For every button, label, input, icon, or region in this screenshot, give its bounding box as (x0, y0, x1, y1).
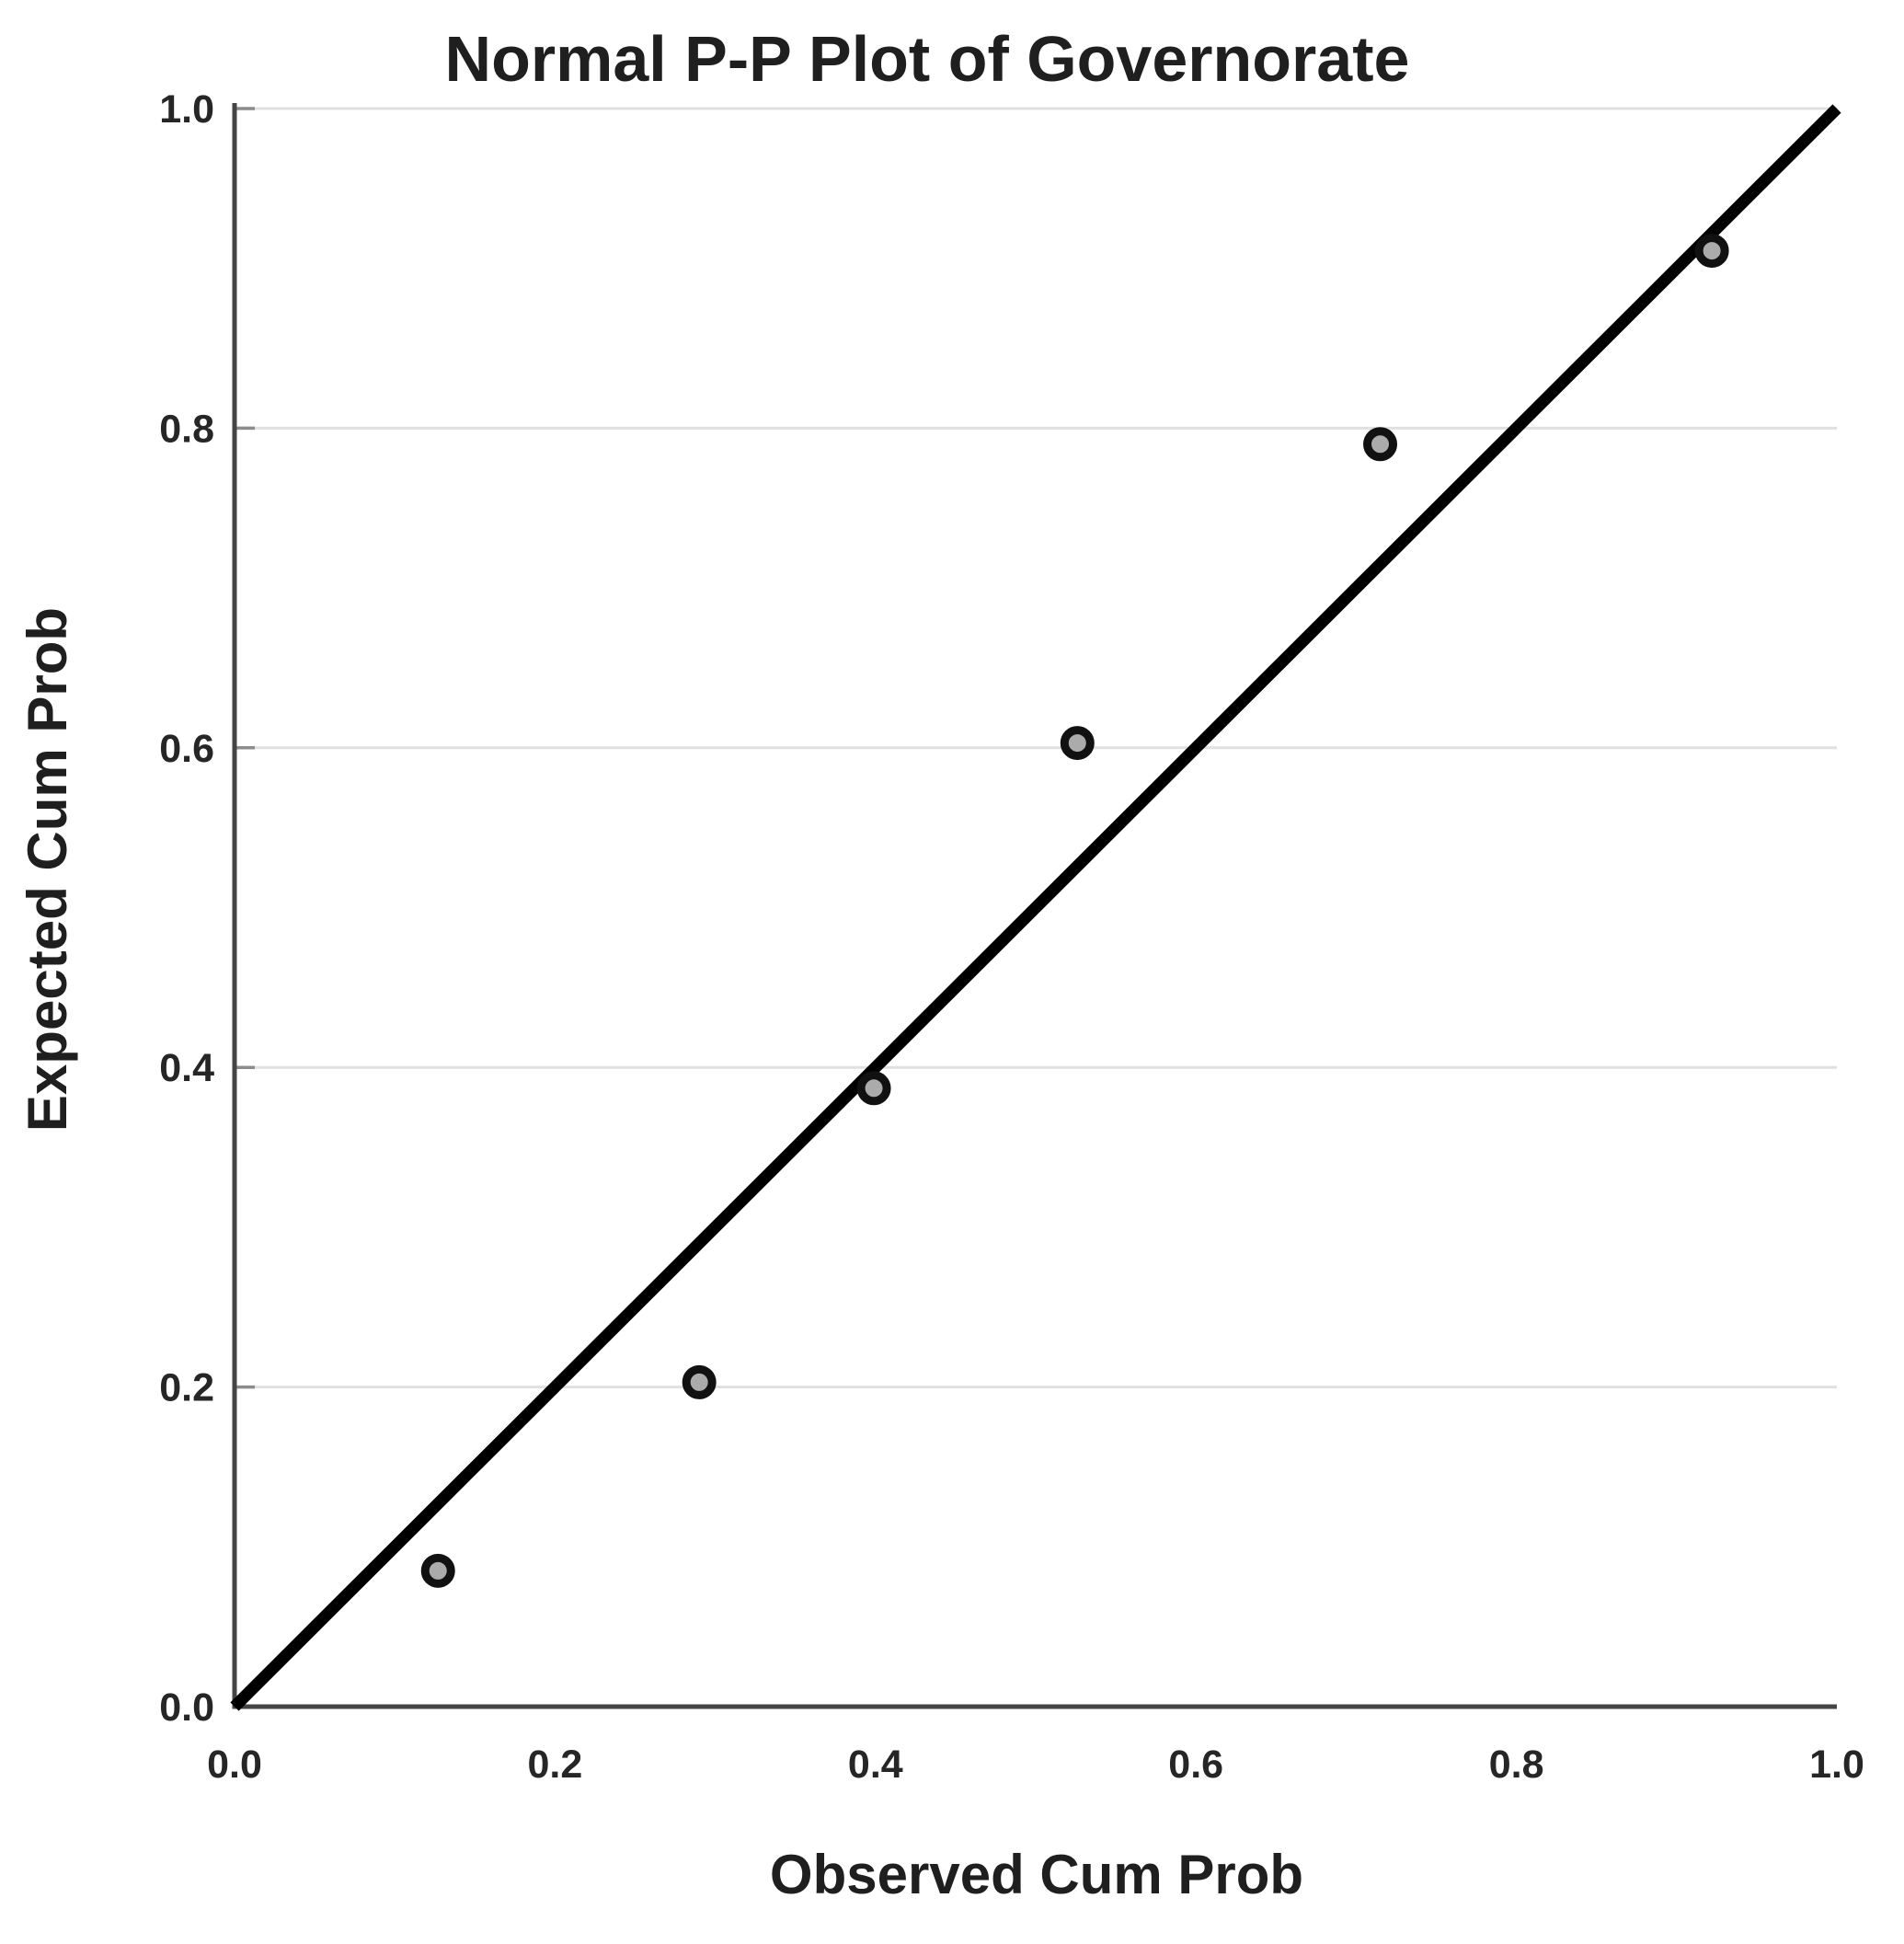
data-point (682, 1364, 717, 1399)
data-point (420, 1553, 455, 1588)
reference-line (230, 104, 1841, 1711)
y-tick-label: 0.0 (159, 1685, 214, 1730)
x-tick-label: 0.4 (848, 1743, 903, 1787)
axes-layer (232, 103, 1837, 1709)
x-tick-label: 0.0 (207, 1743, 262, 1787)
chart-title: Normal P-P Plot of Governorate (445, 23, 1410, 95)
y-tick-label: 0.8 (159, 407, 214, 451)
data-point (856, 1071, 891, 1106)
gridlines-layer (235, 107, 1837, 1389)
y-tick-label: 1.0 (159, 87, 214, 132)
tick-labels-layer: 0.0 0.2 0.4 0.6 0.8 1.0 0.0 0.2 0.4 0.6 0.8 1.0 (159, 87, 1864, 1787)
x-tick-label: 1.0 (1809, 1743, 1864, 1787)
x-axis-title: Observed Cum Prob (770, 1844, 1303, 1905)
x-tick-label: 0.6 (1168, 1743, 1223, 1787)
x-tick-label: 0.8 (1489, 1743, 1544, 1787)
x-tick-label: 0.2 (528, 1743, 583, 1787)
y-axis-title: Expected Cum Prob (17, 607, 78, 1132)
data-point (1694, 234, 1729, 269)
reference-line-layer (230, 104, 1841, 1711)
y-tick-label: 0.6 (159, 727, 214, 771)
data-point (1363, 427, 1398, 462)
y-tick-label: 0.4 (159, 1046, 214, 1090)
data-points-layer (420, 234, 1729, 1588)
y-tick-label: 0.2 (159, 1366, 214, 1410)
data-point (1060, 726, 1095, 761)
